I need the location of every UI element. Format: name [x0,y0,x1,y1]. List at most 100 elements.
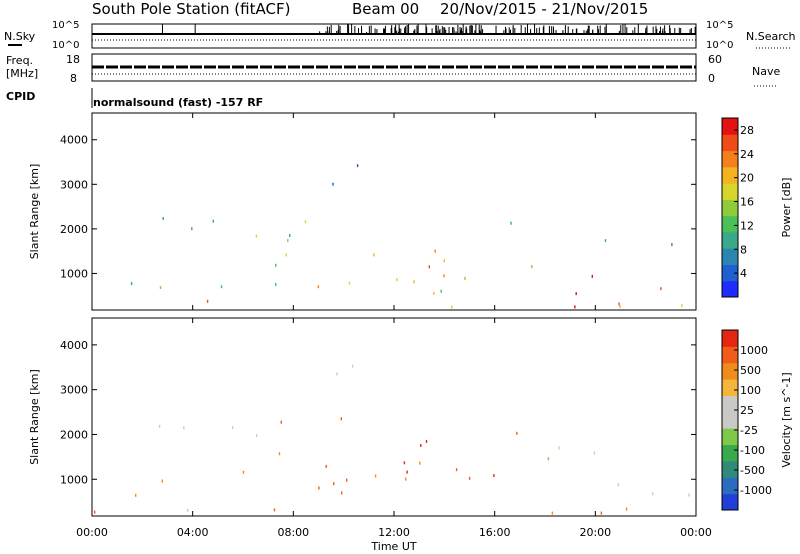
range-gate-cell [551,511,554,515]
range-gate-cell [356,164,359,168]
colorbar-tick-label: 8 [740,243,747,256]
colorbar-segment [722,150,738,168]
range-gate-cell [451,305,453,309]
panel-background [92,113,696,310]
colorbar-segment [722,134,738,152]
date-range: 20/Nov/2015 - 21/Nov/2015 [440,0,648,18]
range-gate-cell [318,486,320,490]
colorbar-tick-label: 500 [740,364,761,377]
range-gate-cell [420,444,422,447]
range-gate-cell [346,478,348,482]
range-gate-cell [332,182,334,186]
range-gate-cell [159,286,162,289]
range-gate-cell [255,234,258,238]
y-tick-label: 4000 [60,134,88,147]
range-gate-cell [130,282,133,286]
y-tick-label: 1000 [60,473,88,486]
y-tick-label: 3000 [60,178,88,191]
x-tick-label: 12:00 [378,526,410,539]
velocity-panel [91,317,697,517]
noise-traces [92,24,696,41]
panel-background [92,318,696,516]
noise-tick-left-top: 10^5 [52,20,79,31]
range-gate-cell [285,253,287,257]
range-gate-cell [289,234,291,237]
range-gate-cell [510,221,512,225]
y-tick-label: 2000 [60,428,88,441]
range-gate-cell [618,302,620,306]
colorbar-segment [722,248,738,265]
range-gate-cell [671,243,673,247]
range-gate-cell [493,474,495,478]
range-gate-cell [405,477,407,481]
x-tick-label: 20:00 [579,526,611,539]
range-gate-cell [94,510,96,514]
colorbar-tick-label: 25 [740,404,754,417]
range-gate-cell [162,217,164,220]
range-gate-cell [304,220,307,224]
colorbar-tick-label: 20 [740,172,754,185]
range-gate-cell [547,457,550,461]
range-gate-cell [187,508,189,512]
colorbar-tick-label: 100 [740,384,761,397]
range-gate-cell [183,426,185,430]
range-gate-cell [280,420,282,424]
colorbar-segment [722,460,738,478]
colorbars: 4 8 12 16 20 24 28 Power [dB] 1000 500 100 25 -25 -10… [721,117,793,511]
range-gate-cell [516,431,518,435]
station-title: South Pole Station (fitACF) [92,0,290,18]
freq-tick-top: 18 [66,53,80,66]
range-gate-cell [374,474,377,478]
x-tick-label: 08:00 [277,526,309,539]
range-gate-cell [275,263,277,267]
colorbar-tick-label: 4 [740,267,747,280]
range-gate-cell [688,493,690,497]
colorbar-frame [721,329,739,511]
range-gate-cell [396,278,398,282]
x-axis-label: Time UT [370,540,416,553]
range-gate-cell [273,508,276,512]
nave-tick-bottom: 0 [708,72,715,85]
range-gate-cell [434,249,436,253]
range-gate-cell [373,253,375,257]
range-gate-cell [575,292,577,296]
range-gate-cell [135,493,137,497]
range-gate-cell [333,482,335,486]
colorbar-segment [722,411,738,429]
range-gate-cell [341,491,343,495]
range-gate-cell [287,239,289,243]
range-gate-cell [619,305,621,309]
colorbar-segment [722,231,738,249]
freq-unit: [MHz] [6,67,38,80]
range-gate-cell [191,227,193,231]
colorbar-segment [722,346,738,364]
range-gate-cell [158,424,161,428]
range-gate-cell [419,461,421,465]
colorbar-segment [722,330,738,347]
colorbar-segment [722,280,738,298]
nsky-label: N.Sky [4,30,36,43]
colorbar-segment [722,166,738,184]
y-tick-label: 2000 [60,223,88,236]
cpid-label: CPID [6,90,35,103]
x-tick-label: 16:00 [479,526,511,539]
range-gate-cell [425,439,428,443]
colorbar-segment [722,379,738,396]
range-gate-cell [317,285,320,289]
nave-label: Nave [752,65,780,78]
noise-tick-right-bottom: 10^0 [706,40,733,51]
range-gate-cell [617,483,619,487]
range-gate-cell [242,470,245,474]
colorbar-frame [721,117,739,298]
range-gate-cell [325,464,327,468]
colorbar-tick-label: 24 [740,148,754,161]
y-tick-label: 4000 [60,339,88,352]
colorbar-segment [722,477,738,495]
range-gate-cell [351,364,354,368]
noise-panel-frame [91,23,697,49]
range-gate-cell [681,304,683,308]
range-gate-cell [604,239,607,243]
colorbar-segment [722,362,738,380]
range-gate-cell [220,285,223,289]
